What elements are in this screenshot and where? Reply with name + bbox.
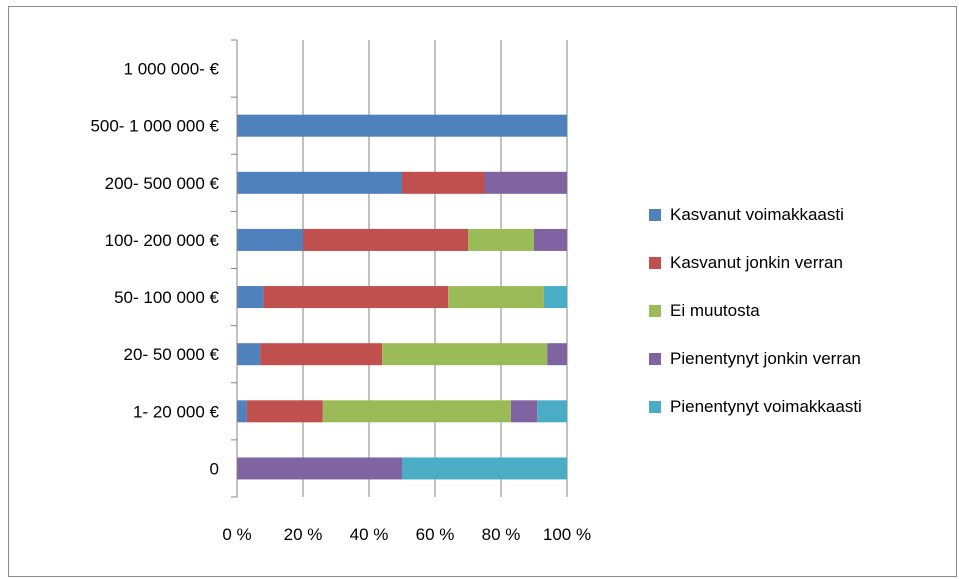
legend: Kasvanut voimakkaasti Kasvanut jonkin ver… (649, 191, 862, 431)
legend-label: Pienentynyt voimakkaasti (670, 397, 862, 416)
bar-segment (237, 171, 402, 194)
x-tick-label: 60 % (416, 525, 455, 544)
legend-swatch (649, 305, 661, 317)
bar-segment (237, 114, 567, 137)
legend-item: Kasvanut voimakkaasti (649, 191, 862, 239)
bar-segment (237, 228, 303, 251)
legend-label: Kasvanut voimakkaasti (670, 205, 844, 224)
y-tick-label: 100- 200 000 € (105, 231, 220, 250)
bar-segment (263, 286, 449, 309)
bar-segment (382, 343, 548, 366)
y-tick-label: 20- 50 000 € (124, 345, 220, 364)
bar-segment (484, 171, 567, 194)
y-tick-label: 50- 100 000 € (114, 288, 219, 307)
bar-segment (237, 343, 261, 366)
bar-segment (237, 400, 247, 423)
stacked-bar-chart: 0 1- 20 000 € 20- 50 000 € 50- 100 000 € 100… (90, 39, 591, 544)
legend-swatch (649, 353, 661, 365)
legend-swatch (649, 257, 661, 269)
bar-segment (237, 457, 402, 480)
bar-segment (537, 400, 567, 423)
y-tick-label: 1- 20 000 € (133, 402, 220, 421)
chart-frame: 0 1- 20 000 € 20- 50 000 € 50- 100 000 € 100… (8, 6, 957, 577)
legend-item: Pienentynyt voimakkaasti (649, 383, 862, 431)
x-tick-label: 80 % (482, 525, 521, 544)
x-tick-label: 0 % (222, 525, 251, 544)
legend-swatch (649, 209, 661, 221)
bar-segment (246, 400, 323, 423)
y-tick-label: 500- 1 000 000 € (90, 117, 219, 136)
bar-segment (547, 343, 567, 366)
legend-item: Pienentynyt jonkin verran (649, 335, 862, 383)
bar-segment (237, 286, 264, 309)
bar-segment (534, 228, 567, 251)
bar-segment (510, 400, 538, 423)
x-tick-label: 20 % (284, 525, 323, 544)
legend-swatch (649, 401, 661, 413)
x-tick-label: 100 % (543, 525, 591, 544)
legend-label: Ei muutosta (670, 301, 760, 320)
y-tick-label: 200- 500 000 € (105, 174, 220, 193)
y-tick-label: 1 000 000- € (124, 60, 220, 79)
bar-segment (468, 228, 534, 251)
bar-segment (322, 400, 511, 423)
legend-label: Pienentynyt jonkin verran (670, 349, 861, 368)
bar-segment (260, 343, 383, 366)
bar-segment (402, 171, 485, 194)
x-tick-label: 40 % (350, 525, 389, 544)
y-tick-label: 0 (210, 459, 219, 478)
bar-segment (543, 286, 567, 309)
legend-item: Kasvanut jonkin verran (649, 239, 862, 287)
legend-item: Ei muutosta (649, 287, 862, 335)
bar-segment (303, 228, 468, 251)
bar-segment (448, 286, 544, 309)
bar-segment (402, 457, 567, 480)
legend-label: Kasvanut jonkin verran (670, 253, 843, 272)
